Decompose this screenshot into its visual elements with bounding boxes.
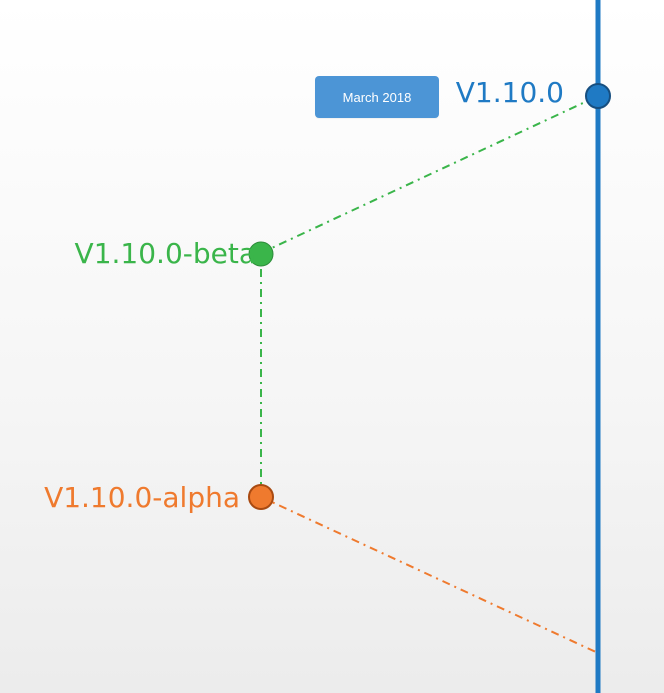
version-label-alpha: V1.10.0-alpha	[44, 481, 240, 514]
beta-to-release-connector	[260, 95, 599, 254]
version-label-v110: V1.10.0	[455, 76, 564, 109]
release-node-v110[interactable]	[585, 83, 611, 109]
version-label-beta: V1.10.0-beta	[74, 237, 256, 270]
alpha-to-mainline-connector	[260, 496, 599, 654]
release-date-badge: March 2018	[315, 76, 439, 118]
release-node-alpha[interactable]	[248, 484, 274, 510]
